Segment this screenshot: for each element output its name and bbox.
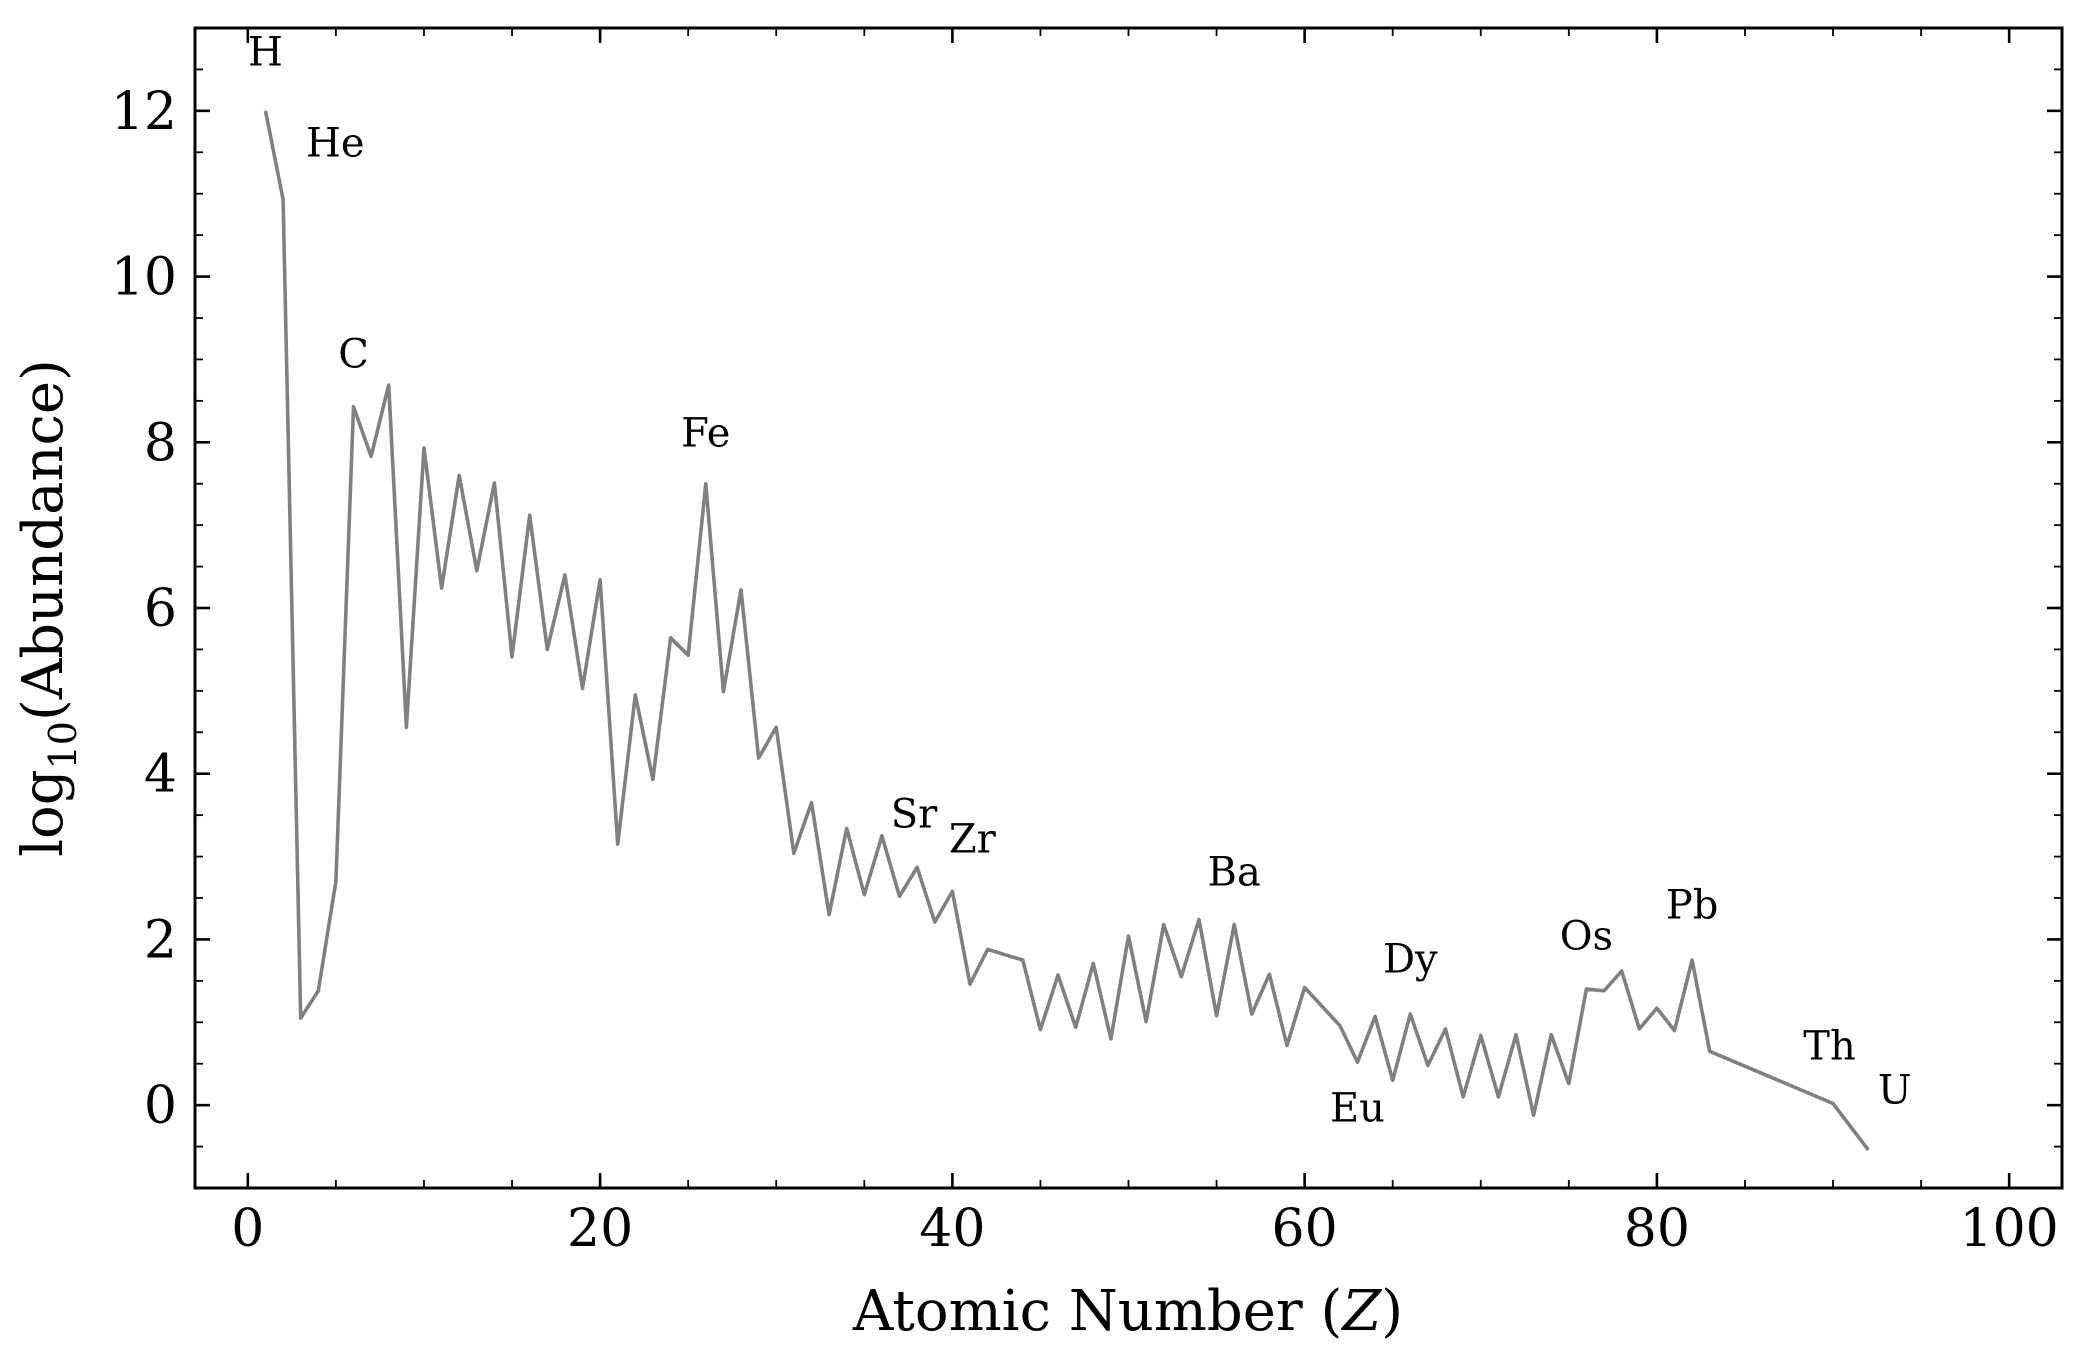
axis-ticks — [195, 28, 2062, 1188]
y-tick-label: 10 — [111, 248, 177, 308]
element-label-dy: Dy — [1383, 937, 1438, 983]
y-tick-label: 8 — [144, 413, 177, 473]
element-label-zr: Zr — [949, 816, 997, 862]
element-label-th: Th — [1803, 1024, 1855, 1070]
plot-frame — [193, 26, 2064, 1190]
x-axis-title: Atomic Number (Z) — [852, 1279, 1403, 1344]
element-label-pb: Pb — [1666, 883, 1719, 929]
x-tick-label: 40 — [919, 1199, 985, 1259]
y-tick-label: 4 — [144, 745, 177, 805]
tick-labels: 0 20 40 60 80 100 0 2 4 6 8 10 12 — [111, 82, 2059, 1259]
x-tick-label: 20 — [567, 1199, 633, 1259]
element-label-c: C — [338, 332, 369, 378]
y-tick-label: 2 — [144, 910, 177, 970]
y-tick-label: 6 — [144, 579, 177, 639]
element-label-he: He — [306, 120, 365, 166]
y-axis-title: log10(Abundance) — [11, 359, 85, 857]
element-label-eu: Eu — [1330, 1086, 1385, 1132]
element-label-h: H — [248, 29, 283, 75]
x-tick-label: 0 — [231, 1199, 264, 1259]
element-label-u: U — [1878, 1067, 1912, 1113]
y-tick-label: 0 — [144, 1076, 177, 1136]
element-label-fe: Fe — [681, 410, 730, 456]
data-series — [263, 110, 1870, 1151]
x-tick-label: 100 — [1960, 1199, 2059, 1259]
element-label-ba: Ba — [1208, 850, 1261, 896]
x-tick-label: 80 — [1624, 1199, 1690, 1259]
y-tick-label: 12 — [111, 82, 177, 142]
x-tick-label: 60 — [1272, 1199, 1338, 1259]
element-label-os: Os — [1560, 913, 1613, 959]
element-label-sr: Sr — [891, 792, 938, 838]
abundance-line — [263, 110, 1870, 1151]
